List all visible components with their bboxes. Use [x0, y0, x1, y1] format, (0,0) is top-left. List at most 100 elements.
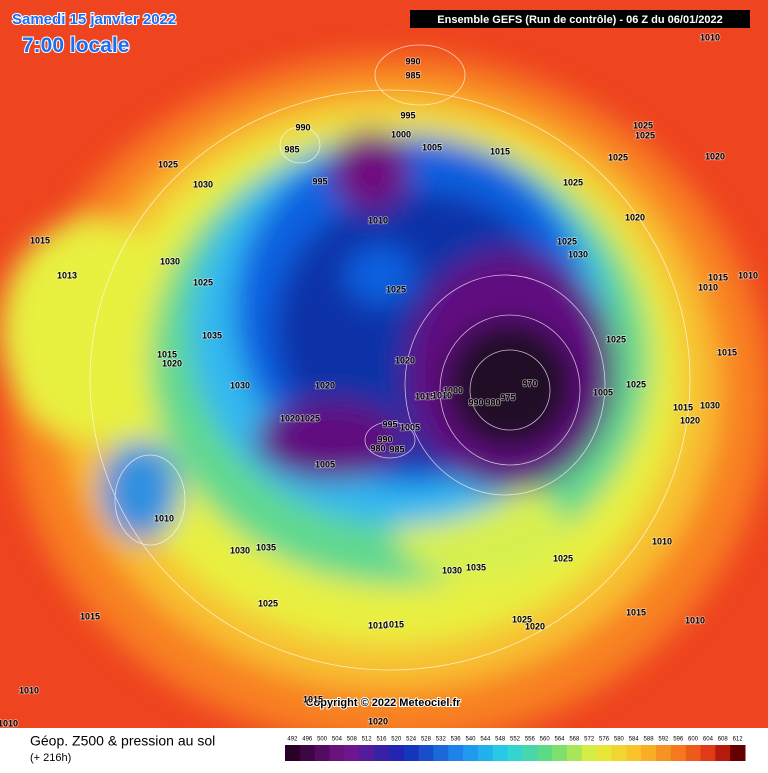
isobar-label: 1020 — [705, 151, 725, 161]
colorbar-tick-label: 588 — [644, 737, 655, 743]
isobar-label: 1015 — [157, 349, 177, 359]
isobar-label: 1015 — [415, 391, 435, 401]
colorbar-tick-label: 580 — [614, 737, 625, 743]
colorbar-cell — [374, 745, 390, 761]
colorbar-cell — [285, 745, 301, 761]
footer-title: Géop. Z500 & pression au sol — [30, 733, 215, 749]
isobar-label: 1030 — [568, 249, 588, 259]
colorbar-tick-label: 540 — [465, 737, 476, 743]
isobar-label: 1005 — [593, 387, 613, 397]
isobar-label: 975 — [500, 392, 515, 402]
isobar-label: 1010 — [154, 513, 174, 523]
colorbar-tick-label: 520 — [391, 737, 402, 743]
isobar-label: 1020 — [368, 716, 388, 726]
colorbar-tick-label: 604 — [703, 737, 714, 743]
colorbar-tick-label: 596 — [673, 737, 684, 743]
colorbar-cell — [507, 745, 523, 761]
isobar-label: 995 — [382, 419, 397, 429]
isobar-label: 1015 — [490, 146, 510, 156]
colorbar-tick-label: 592 — [658, 737, 669, 743]
isobar-label: 1010 — [432, 390, 452, 400]
colorbar-cell — [522, 745, 538, 761]
isobar-label: 1020 — [680, 415, 700, 425]
isobar-label: 1030 — [700, 400, 720, 410]
isobar-label: 1025 — [193, 277, 213, 287]
colorbar-cell — [596, 745, 612, 761]
colorbar-cell — [299, 745, 316, 761]
colorbar-cell — [329, 745, 345, 761]
colorbar-tick-label: 556 — [525, 737, 536, 743]
colorbar-tick-label: 504 — [332, 737, 343, 743]
valid-date: Samedi 15 janvier 2022 — [12, 11, 176, 28]
valid-time: 7:00 locale — [22, 34, 129, 57]
isobar-label: 1020 — [525, 621, 545, 631]
colorbar-cell — [418, 745, 434, 761]
colorbar-cell — [388, 745, 405, 761]
isobar-label: 1015 — [717, 347, 737, 357]
isobar-label: 1030 — [160, 256, 180, 266]
isobar-label: 1025 — [563, 177, 583, 187]
geopotential-field — [0, 55, 768, 745]
isobar-label: 1025 — [386, 284, 406, 294]
isobar-label: 1010 — [700, 32, 720, 42]
isobar-label: 1025 — [633, 120, 653, 130]
isobar-label: 990 — [377, 434, 392, 444]
isobar-label: 1025 — [557, 236, 577, 246]
colorbar-cell — [314, 745, 331, 761]
isobar-label: 1030 — [442, 565, 462, 575]
colorbar-tick-label: 524 — [406, 737, 417, 743]
isobar-label: 1010 — [738, 270, 758, 280]
colorbar-tick-label: 560 — [540, 737, 551, 743]
colorbar-tick-label: 496 — [302, 737, 313, 743]
isobar-label: 1010 — [652, 536, 672, 546]
colorbar-tick-label: 528 — [421, 737, 432, 743]
colorbar-cell — [700, 745, 716, 761]
isobar-label: 1030 — [193, 179, 213, 189]
isobar-label: 1015 — [673, 402, 693, 412]
colorbar-cell — [626, 745, 642, 761]
isobar-label: 1020 — [162, 358, 182, 368]
isobar-label: 970 — [522, 378, 537, 388]
colorbar-tick-label: 544 — [480, 737, 491, 743]
header-bar — [410, 10, 750, 28]
colorbar-tick-label: 584 — [629, 737, 640, 743]
isobar-label: 995 — [400, 110, 415, 120]
colorbar-tick-label: 548 — [495, 737, 506, 743]
colorbar-tick-label: 576 — [599, 737, 610, 743]
copyright: Copyright © 2022 Meteociel.fr — [306, 697, 462, 709]
isobar-label: 1000 — [443, 385, 463, 395]
isobar-label: 1020 — [280, 413, 300, 423]
colorbar: 492 496 500 504 508 512 516 520 524 528 532 536 540 5… — [285, 737, 746, 761]
colorbar-tick-label: 564 — [555, 737, 566, 743]
isobar-label: 1025 — [258, 598, 278, 608]
isobar-label: 980 — [485, 397, 500, 407]
isobar-label: 1030 — [230, 380, 250, 390]
isobar-label: 1005 — [315, 459, 335, 469]
isobar-label: 1015 — [80, 611, 100, 621]
isobar-label: 1020 — [315, 380, 335, 390]
isobar-label: 1010 — [368, 620, 388, 630]
forecast-lead: (+ 216h) — [30, 752, 71, 764]
isobar-label: 1000 — [391, 129, 411, 139]
isobar-label: 1035 — [202, 330, 222, 340]
colorbar-cell — [492, 745, 509, 761]
isobar-label: 1015 — [384, 619, 404, 629]
isobar-label: 1015 — [303, 694, 323, 704]
isobar-label: 1025 — [635, 130, 655, 140]
colorbar-tick-label: 536 — [451, 737, 462, 743]
isobar-label: 1025 — [300, 413, 320, 423]
isobar-label: 985 — [284, 144, 299, 154]
colorbar-cell — [641, 745, 657, 761]
colorbar-tick-label: 492 — [287, 737, 298, 743]
colorbar-cell — [566, 745, 583, 761]
isobar-label: 1005 — [422, 142, 442, 152]
isobar-label: 995 — [312, 176, 327, 186]
colorbar-cell — [477, 745, 494, 761]
isobar-label: 1013 — [57, 270, 77, 280]
isobar-label: 1025 — [626, 379, 646, 389]
isobar-label: 1025 — [158, 159, 178, 169]
isobar-label: 985 — [389, 444, 404, 454]
